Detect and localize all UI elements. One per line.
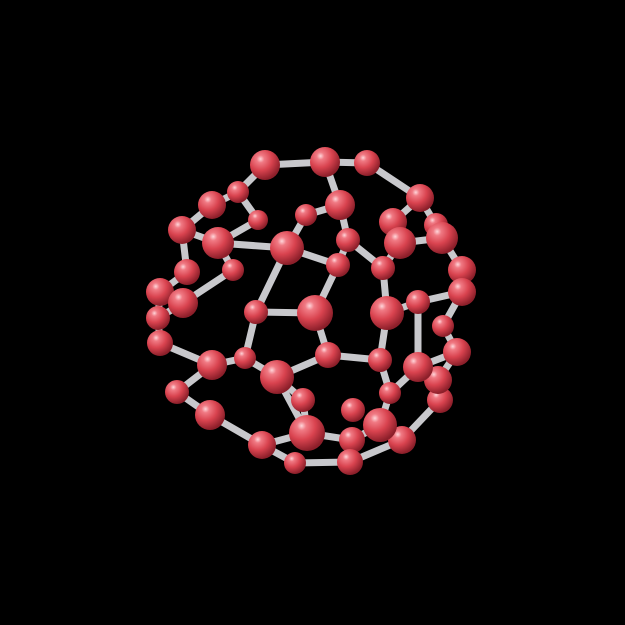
atom — [336, 228, 360, 252]
atom — [244, 300, 268, 324]
atom — [197, 350, 227, 380]
atom — [234, 347, 256, 369]
atom — [370, 296, 404, 330]
atom — [248, 210, 268, 230]
atom — [270, 231, 304, 265]
atom — [310, 147, 340, 177]
atom — [284, 452, 306, 474]
atom — [406, 184, 434, 212]
atom — [341, 398, 365, 422]
atom — [315, 342, 341, 368]
atom — [354, 150, 380, 176]
atom — [168, 288, 198, 318]
atom — [289, 415, 325, 451]
atom — [174, 259, 200, 285]
atom — [326, 253, 350, 277]
atom — [406, 290, 430, 314]
atom — [443, 338, 471, 366]
atom — [337, 449, 363, 475]
atom — [371, 256, 395, 280]
atom — [363, 408, 397, 442]
atom — [426, 222, 458, 254]
atom — [147, 330, 173, 356]
atom — [195, 400, 225, 430]
atom — [297, 295, 333, 331]
atom — [339, 427, 365, 453]
atom — [368, 348, 392, 372]
atom — [198, 191, 226, 219]
atom — [248, 431, 276, 459]
atom — [168, 216, 196, 244]
atom-group — [146, 147, 476, 475]
atom — [325, 190, 355, 220]
atom — [260, 360, 294, 394]
atom — [291, 388, 315, 412]
atom — [222, 259, 244, 281]
atom — [146, 306, 170, 330]
atom — [250, 150, 280, 180]
atom — [165, 380, 189, 404]
atom — [379, 382, 401, 404]
atom — [403, 352, 433, 382]
atom — [227, 181, 249, 203]
atom — [146, 278, 174, 306]
atom — [427, 387, 453, 413]
atom — [384, 227, 416, 259]
atom — [448, 256, 476, 284]
atom — [448, 278, 476, 306]
atom — [295, 204, 317, 226]
atom — [202, 227, 234, 259]
atom — [432, 315, 454, 337]
